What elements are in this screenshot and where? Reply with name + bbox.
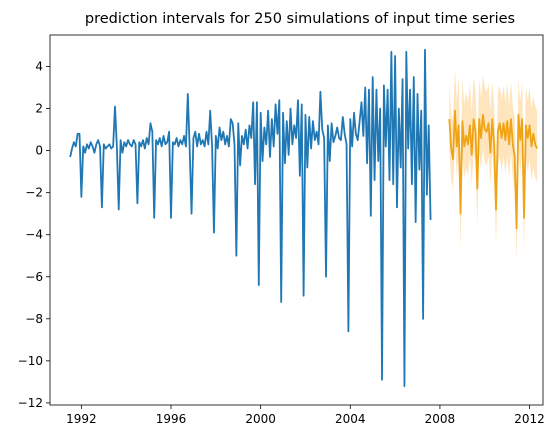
- x-tick-label: 1996: [156, 412, 187, 426]
- prediction-band-layer: [449, 68, 538, 263]
- x-tick-label: 2004: [335, 412, 366, 426]
- x-tick-label: 2008: [425, 412, 456, 426]
- y-tick-label: −6: [25, 270, 43, 284]
- forecast-mean-line: [448, 109, 538, 230]
- x-tick-label: 2000: [245, 412, 276, 426]
- chart-title: prediction intervals for 250 simulations…: [85, 11, 515, 27]
- y-tick-label: 4: [35, 60, 43, 74]
- y-tick-label: −12: [18, 396, 43, 410]
- y-tick-label: −10: [18, 354, 43, 368]
- history-series-line: [69, 48, 432, 387]
- y-tick-label: 2: [35, 102, 43, 116]
- y-tick-label: −4: [25, 228, 43, 242]
- y-tick-label: 0: [35, 144, 43, 158]
- x-axis: 1992 1996 2000 2004 2008 2012: [66, 405, 545, 426]
- x-tick-label: 1992: [66, 412, 97, 426]
- y-tick-label: −8: [25, 312, 43, 326]
- plot-area: [69, 48, 538, 387]
- y-tick-label: −2: [25, 186, 43, 200]
- series-layer: [69, 48, 538, 387]
- x-tick-label: 2012: [514, 412, 545, 426]
- y-axis: 4 2 0 −2 −4 −6 −8 −10 −12: [18, 60, 50, 410]
- prediction-interval-band: [449, 68, 538, 263]
- plot-frame: [49, 34, 544, 406]
